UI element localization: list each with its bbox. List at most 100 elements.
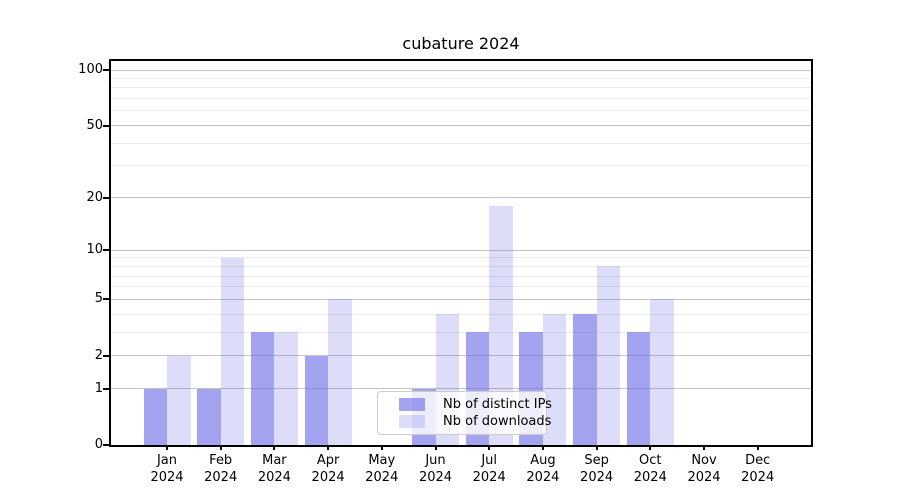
x-tick-jun [434, 445, 437, 450]
x-tick-jul [488, 445, 491, 450]
bar-downloads-oct [650, 299, 674, 445]
x-tick-year-dec: 2024 [741, 470, 775, 485]
gridline-y-8 [111, 265, 811, 267]
bar-downloads-jul [489, 205, 513, 445]
x-tick-oct [649, 445, 652, 450]
x-tick-month-dec: Dec [745, 453, 771, 468]
x-tick-month-jul: Jul [481, 453, 498, 468]
gridline-y-100 [111, 69, 811, 71]
x-tick-year-aug: 2024 [526, 470, 560, 485]
gridline-y-40 [111, 142, 811, 144]
legend-item-distinct-ips: Nb of distinct IPs [399, 397, 552, 412]
x-tick-dec [756, 445, 759, 450]
plot-frame: Nb of distinct IPs Nb of downloads [109, 59, 813, 447]
legend-label-distinct-ips: Nb of distinct IPs [443, 397, 552, 412]
bar-downloads-apr [328, 299, 352, 445]
x-tick-month-apr: Apr [316, 453, 340, 468]
legend-swatch-downloads [399, 415, 425, 428]
x-tick-apr [327, 445, 330, 450]
x-tick-month-feb: Feb [209, 453, 233, 468]
x-tick-year-may: 2024 [365, 470, 399, 485]
gridline-y-9 [111, 257, 811, 259]
x-tick-label-oct: Oct 2024 [610, 452, 690, 486]
y-tick-5 [103, 298, 109, 301]
bar-distinct-ips-feb [197, 388, 221, 445]
bar-downloads-feb [220, 257, 245, 445]
x-tick-month-jun: Jun [425, 453, 446, 468]
bar-distinct-ips-oct [626, 332, 651, 445]
x-tick-sep [595, 445, 598, 450]
x-tick-year-sep: 2024 [580, 470, 614, 485]
plot-area: Nb of distinct IPs Nb of downloads [111, 61, 811, 445]
gridline-y-50 [111, 125, 811, 127]
x-tick-year-jun: 2024 [418, 470, 453, 485]
y-tick-label-20: 20 [86, 189, 103, 205]
gridline-y-60 [111, 110, 811, 112]
y-tick-20 [103, 196, 109, 199]
x-tick-year-oct: 2024 [633, 470, 667, 485]
legend-item-downloads: Nb of downloads [399, 414, 551, 429]
x-tick-label-feb: Feb 2024 [181, 452, 261, 486]
x-tick-year-jul: 2024 [472, 470, 506, 485]
x-tick-label-mar: Mar 2024 [234, 452, 314, 486]
gridline-y-80 [111, 87, 811, 89]
x-tick-month-jan: Jan [156, 453, 178, 468]
gridline-y-4 [111, 313, 811, 315]
x-tick-may [380, 445, 383, 450]
legend-swatch-distinct-ips [399, 398, 425, 411]
gridline-y-20 [111, 197, 811, 199]
gridline-y-30 [111, 165, 811, 167]
bar-downloads-sep [596, 266, 621, 445]
chart-title: cubature 2024 [402, 34, 520, 53]
y-tick-label-100: 100 [78, 62, 103, 77]
gridline-y-6 [111, 286, 811, 288]
x-tick-month-may: May [368, 453, 396, 468]
x-tick-label-jul: Jul 2024 [449, 452, 529, 486]
x-tick-year-mar: 2024 [257, 470, 291, 485]
bar-downloads-mar [274, 332, 298, 445]
x-tick-label-apr: Apr 2024 [288, 452, 368, 486]
y-tick-label-0: 0 [94, 437, 103, 452]
x-tick-label-aug: Aug 2024 [503, 452, 583, 486]
x-tick-nov [703, 445, 705, 450]
x-tick-month-sep: Sep [584, 453, 609, 468]
y-tick-100 [103, 69, 109, 71]
gridline-y-2 [111, 355, 811, 357]
x-tick-feb [219, 445, 222, 450]
x-tick-month-oct: Oct [639, 453, 662, 468]
x-tick-label-may: May 2024 [342, 452, 422, 486]
x-tick-mar [273, 445, 276, 450]
x-tick-label-sep: Sep 2024 [557, 452, 637, 486]
x-tick-label-nov: Nov 2024 [664, 452, 744, 486]
gridline-y-5 [111, 298, 811, 300]
y-tick-label-10: 10 [86, 242, 103, 258]
y-tick-50 [103, 124, 109, 127]
y-tick-2 [103, 354, 109, 357]
gridline-y-70 [111, 98, 811, 100]
x-tick-year-feb: 2024 [204, 470, 238, 485]
x-tick-month-mar: Mar [262, 453, 287, 468]
bar-distinct-ips-mar [250, 332, 275, 445]
y-tick-label-5: 5 [94, 291, 103, 307]
x-tick-label-jan: Jan 2024 [127, 452, 207, 486]
bar-distinct-ips-apr [304, 355, 329, 445]
x-tick-year-nov: 2024 [687, 470, 721, 485]
gridline-y-1 [111, 388, 811, 390]
bar-distinct-ips-sep [573, 314, 597, 445]
x-tick-month-aug: Aug [530, 453, 556, 468]
bar-downloads-aug [542, 314, 567, 445]
x-tick-aug [541, 445, 544, 450]
x-tick-label-jun: Jun 2024 [396, 452, 476, 486]
y-tick-label-2: 2 [94, 347, 103, 363]
x-tick-year-jan: 2024 [150, 470, 184, 485]
y-tick-10 [103, 249, 109, 252]
gridline-y-3 [111, 331, 811, 333]
x-tick-jan [166, 445, 168, 450]
y-tick-0 [103, 444, 109, 446]
bar-downloads-jan [167, 355, 191, 445]
x-tick-year-apr: 2024 [311, 470, 345, 485]
y-tick-label-50: 50 [86, 117, 103, 133]
y-tick-label-1: 1 [94, 380, 103, 396]
x-tick-label-dec: Dec 2024 [718, 452, 798, 486]
